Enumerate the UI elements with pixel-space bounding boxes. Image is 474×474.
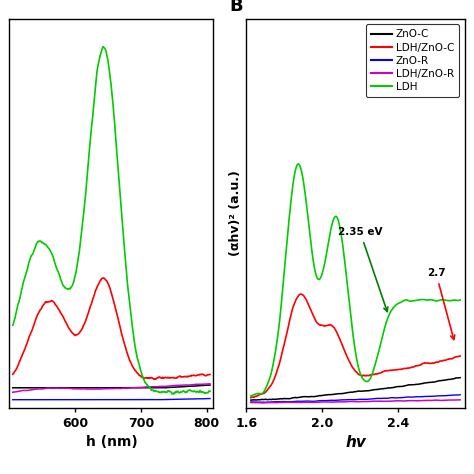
Text: B: B: [229, 0, 243, 15]
Text: 2.7: 2.7: [427, 268, 455, 339]
Text: 2.35 eV: 2.35 eV: [338, 228, 388, 311]
X-axis label: h (nm): h (nm): [85, 435, 137, 449]
Legend: ZnO-C, LDH/ZnO-C, ZnO-R, LDH/ZnO-R, LDH: ZnO-C, LDH/ZnO-C, ZnO-R, LDH/ZnO-R, LDH: [365, 24, 459, 97]
X-axis label: hv: hv: [345, 435, 366, 450]
Y-axis label: (αhv)² (a.u.): (αhv)² (a.u.): [229, 170, 242, 256]
